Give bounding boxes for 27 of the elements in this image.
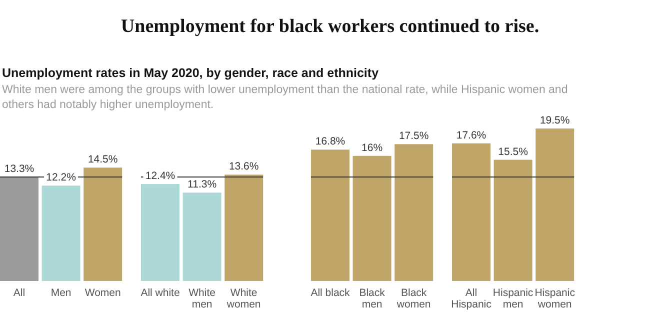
x-tick-label: All bbox=[13, 287, 26, 299]
data-label: 13.6% bbox=[228, 160, 259, 173]
data-label: 11.3% bbox=[188, 178, 217, 191]
x-tick-label: All black bbox=[310, 287, 351, 299]
x-tick-label: White men bbox=[188, 287, 216, 310]
x-tick-label: Black women bbox=[396, 287, 431, 310]
data-label: 16% bbox=[362, 142, 383, 154]
chart-title: Unemployment for black workers continued to rise. bbox=[120, 16, 540, 37]
data-label: 12.4% bbox=[145, 170, 176, 182]
x-tick-label: Hispanic men bbox=[492, 287, 534, 310]
x-tick-label: All Hispanic bbox=[451, 287, 492, 310]
text: White men were among the groups with lower unemployment than the national rate, while Hispanic women and others had notably higher unemployment. bbox=[2, 84, 568, 111]
data-label: 15.5% bbox=[498, 146, 528, 158]
data-label: 19.5% bbox=[540, 114, 570, 127]
x-tick-label: Hispanic women bbox=[534, 287, 575, 310]
x-tick-label: Men bbox=[50, 287, 72, 299]
chart-subtitle: Unemployment rates in May 2020, by gender, race and ethnicity bbox=[2, 66, 379, 80]
data-label: 12.2% bbox=[46, 172, 76, 184]
data-label: 17.5% bbox=[398, 130, 429, 142]
x-tick-label: Women bbox=[84, 287, 121, 299]
data-label: 17.6% bbox=[456, 129, 486, 142]
data-label: 14.5% bbox=[88, 154, 118, 166]
x-tick-label: All white bbox=[140, 287, 180, 299]
x-tick-label: Black men bbox=[359, 287, 386, 310]
x-tick-label: White women bbox=[226, 287, 261, 310]
data-label: 13.3% bbox=[4, 162, 34, 175]
data-label: 16.8% bbox=[315, 136, 346, 148]
